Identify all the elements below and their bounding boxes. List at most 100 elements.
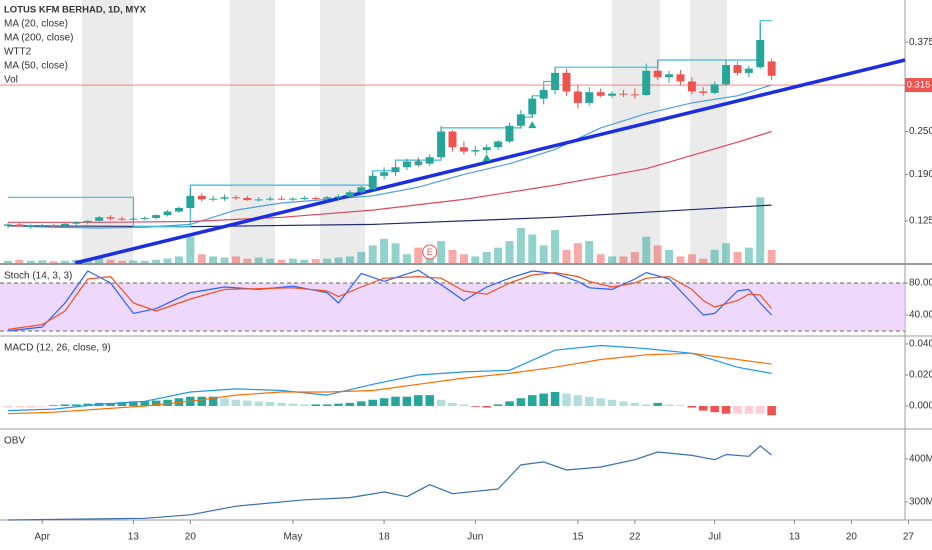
volume-bar xyxy=(95,257,104,263)
last-price-tag xyxy=(905,78,932,93)
candle-body xyxy=(756,40,765,68)
histogram-bar xyxy=(414,395,423,406)
candle-body xyxy=(699,91,708,93)
volume-bar xyxy=(163,258,172,263)
histogram-bar xyxy=(37,405,47,407)
histogram-bar xyxy=(300,404,309,406)
volume-bar xyxy=(733,252,742,263)
indicator-line xyxy=(7,84,772,229)
histogram-bar xyxy=(208,396,218,406)
y-tick-label: 0.250 xyxy=(909,126,932,137)
candle-body xyxy=(209,198,218,200)
candle-body xyxy=(380,172,389,176)
candle-body xyxy=(311,197,320,199)
volume-bar xyxy=(266,258,275,263)
last-price-label: 0.315 xyxy=(907,80,931,91)
histogram-bar xyxy=(368,399,377,406)
histogram-bar xyxy=(425,395,434,406)
candle-body xyxy=(448,131,457,148)
histogram-bar xyxy=(630,402,640,406)
candle-body xyxy=(744,68,753,73)
volume-bar xyxy=(288,258,297,263)
candle-body xyxy=(608,93,617,96)
candle-body xyxy=(357,187,366,193)
candle-body xyxy=(505,125,514,142)
candle-body xyxy=(687,81,696,92)
volume-bar xyxy=(722,243,731,263)
histogram-bar xyxy=(733,405,742,414)
trendline xyxy=(74,58,906,265)
histogram-bar xyxy=(721,405,731,414)
candle-body xyxy=(767,61,776,76)
legend-entry: MA (200, close) xyxy=(4,33,73,44)
shade xyxy=(690,0,727,263)
indicator-line xyxy=(8,130,772,223)
volume-bar xyxy=(744,247,753,263)
histogram-bar xyxy=(197,396,207,406)
candle-body xyxy=(596,92,605,96)
histogram-bar xyxy=(710,405,719,413)
volume-bar xyxy=(505,241,514,263)
signal-marker xyxy=(482,153,491,161)
histogram-bar xyxy=(345,402,355,406)
indicator-line xyxy=(7,344,772,412)
volume-bar xyxy=(323,258,332,263)
volume-bar xyxy=(3,260,12,263)
volume-bar xyxy=(357,252,366,263)
legend-entry: Vol xyxy=(4,75,18,86)
pane-title: Stoch (14, 3, 3) xyxy=(4,271,72,282)
volume-bar xyxy=(539,245,548,263)
candle-body xyxy=(243,197,252,201)
session-shading xyxy=(82,0,727,263)
volume-bar xyxy=(687,254,696,263)
candle-body xyxy=(630,94,639,96)
volume-bar xyxy=(585,241,594,263)
legend-entry: MA (20, close) xyxy=(4,19,68,30)
candle-body xyxy=(494,141,503,148)
candle-body xyxy=(49,225,58,227)
candle-body xyxy=(106,217,115,219)
candle-body xyxy=(197,195,206,200)
histogram-bar xyxy=(83,403,93,406)
histogram-bar xyxy=(596,398,605,406)
candle-body xyxy=(140,217,149,219)
candle-body xyxy=(60,223,69,226)
pane-separators xyxy=(0,0,932,521)
histogram-bar xyxy=(550,392,560,406)
volume-bar xyxy=(437,241,446,263)
x-tick-label: Jul xyxy=(708,532,721,543)
candle-body xyxy=(562,72,571,92)
volume-bar xyxy=(482,252,491,263)
volume-bar xyxy=(562,249,571,263)
volume-bar xyxy=(414,247,423,263)
histogram-bar xyxy=(72,404,81,406)
histogram-bar xyxy=(687,405,697,408)
histogram-bar xyxy=(619,401,628,406)
indicator-line xyxy=(7,269,773,332)
candle-body xyxy=(710,84,719,93)
candle-body xyxy=(26,225,35,227)
x-tick-label: 20 xyxy=(846,532,858,543)
candle-body xyxy=(288,198,297,200)
x-tick-label: May xyxy=(283,532,302,543)
volume-bar xyxy=(653,245,662,263)
volume-bar xyxy=(494,247,503,263)
stoch-band xyxy=(0,283,905,331)
candle-body xyxy=(3,224,12,226)
candle-body xyxy=(38,225,47,227)
volume-bar xyxy=(140,260,149,263)
histogram-bar xyxy=(277,402,286,406)
y-tick-label: 400M xyxy=(909,453,932,464)
volume-bar xyxy=(334,257,343,263)
y-tick-label: 40.00 xyxy=(909,310,932,321)
histogram-bar xyxy=(311,404,320,406)
shade xyxy=(82,0,133,263)
volume-bar xyxy=(573,243,582,263)
candle-body xyxy=(72,222,81,224)
volume-bar xyxy=(767,249,776,263)
volume-bar xyxy=(471,256,480,263)
volume-bar xyxy=(528,234,537,263)
